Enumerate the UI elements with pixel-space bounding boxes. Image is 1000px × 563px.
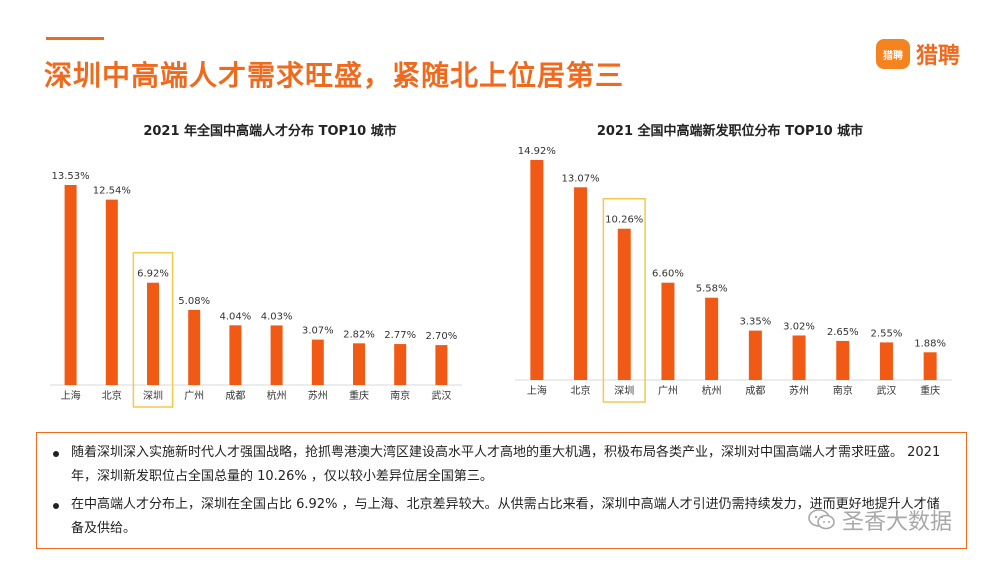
bar (353, 343, 365, 385)
data-label: 6.92% (137, 269, 169, 280)
bar (229, 325, 242, 385)
bar (879, 342, 893, 380)
data-label: 5.58% (696, 284, 728, 295)
summary-notes-box: 随着深圳深入实施新时代人才强国战略，抢抓粤港澳大湾区建设高水平人才高地的重大机遇… (36, 432, 967, 549)
liepin-logo-badge: 猎聘 (876, 39, 910, 69)
x-tick-label: 重庆 (349, 389, 369, 402)
bar (394, 344, 407, 385)
watermark-text: 圣香大数据 (842, 510, 953, 535)
page-title: 深圳中高端人才需求旺盛，紧随北上位居第三 (44, 59, 625, 92)
bar (705, 297, 719, 380)
liepin-logo: 猎聘 猎聘 (876, 38, 960, 70)
data-label: 13.53% (52, 171, 90, 182)
x-tick-label: 苏州 (789, 384, 809, 397)
bar (435, 345, 448, 385)
x-tick-label: 北京 (102, 389, 122, 402)
x-tick-label: 成都 (225, 390, 245, 402)
data-label: 2.82% (343, 329, 375, 340)
x-tick-label: 深圳 (143, 390, 163, 402)
bullet-icon (53, 503, 59, 509)
bar (923, 352, 937, 380)
data-label: 12.54% (93, 186, 131, 197)
new-jobs-distribution-chart: 14.92% 上海 13.07% 北京 10.26% 深圳 6.60% 广州 5.58% 杭州 3.… (515, 146, 952, 403)
note-text: 在中高端人才分布上，深圳在全国占比 6.92% ，与上海、北京差异较大。从供需占… (71, 497, 940, 536)
x-tick-label: 杭州 (267, 389, 287, 402)
bar (270, 325, 283, 385)
x-tick-label: 广州 (184, 390, 204, 402)
note-text: 随着深圳深入实施新时代人才强国战略，抢抓粤港澳大湾区建设高水平人才高地的重大机遇… (71, 445, 941, 484)
bar (530, 160, 544, 380)
data-label: 1.88% (914, 338, 946, 349)
data-label: 2.55% (871, 328, 903, 339)
data-label: 10.26% (605, 215, 643, 226)
x-tick-label: 杭州 (702, 384, 722, 397)
bar (147, 282, 159, 385)
talent-distribution-chart: 13.53% 上海 12.54% 北京 6.92% 深圳 5.08% 广州 4.04% 成都 4.0… (50, 171, 462, 408)
x-tick-label: 深圳 (614, 385, 634, 397)
x-tick-label: 成都 (745, 385, 765, 397)
x-tick-label: 上海 (527, 384, 547, 397)
data-label: 4.03% (261, 311, 293, 322)
bar (836, 340, 850, 380)
x-tick-label: 上海 (61, 389, 81, 402)
data-label: 3.35% (739, 317, 771, 328)
bar (105, 199, 118, 385)
bar (617, 228, 631, 380)
x-tick-label: 武汉 (876, 384, 896, 397)
bar (188, 309, 201, 385)
bar (792, 335, 806, 380)
note-item: 随着深圳深入实施新时代人才强国战略，抢抓粤港澳大湾区建设高水平人才高地的重大机遇… (51, 441, 952, 489)
x-tick-label: 北京 (571, 384, 591, 397)
bar (574, 187, 588, 380)
data-label: 2.77% (384, 330, 416, 341)
data-label: 3.02% (783, 321, 815, 332)
data-label: 4.04% (220, 311, 252, 322)
bar (748, 330, 762, 380)
liepin-logo-text: 猎聘 (916, 44, 961, 69)
chart-title-talent-distribution: 2021 年全国中高端人才分布 TOP10 城市 (143, 124, 397, 139)
highlight-box (132, 251, 174, 408)
title-accent-rule (46, 37, 104, 40)
bar (661, 282, 675, 380)
highlight-box (602, 197, 646, 403)
x-tick-label: 南京 (390, 389, 410, 402)
data-label: 2.70% (426, 331, 458, 342)
bullet-icon (53, 451, 59, 457)
bar (311, 339, 324, 385)
data-label: 13.07% (561, 173, 599, 184)
data-label: 3.07% (302, 326, 334, 337)
chart-title-new-jobs-distribution: 2021 全国中高端新发职位分布 TOP10 城市 (596, 124, 864, 139)
x-tick-label: 武汉 (431, 389, 451, 402)
data-label: 6.60% (652, 269, 684, 280)
wechat-icon (808, 509, 835, 530)
watermark: 圣香大数据 (808, 504, 952, 536)
note-item: 在中高端人才分布上，深圳在全国占比 6.92% ，与上海、北京差异较大。从供需占… (51, 493, 952, 541)
x-tick-label: 南京 (833, 384, 853, 397)
data-label: 14.92% (518, 146, 556, 157)
x-tick-label: 重庆 (920, 384, 940, 397)
data-label: 2.65% (827, 327, 859, 338)
x-tick-label: 广州 (658, 385, 678, 397)
x-tick-label: 苏州 (308, 389, 328, 402)
data-label: 5.08% (178, 296, 210, 307)
bar (64, 185, 77, 385)
